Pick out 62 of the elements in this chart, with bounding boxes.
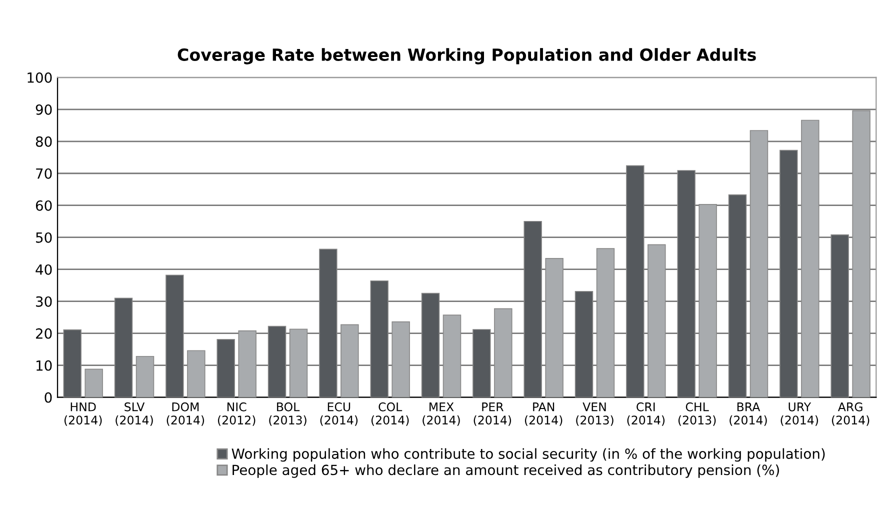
- x-tick-label: BOL (2013): [269, 402, 306, 426]
- bar: [319, 248, 338, 398]
- bar: [830, 234, 849, 398]
- x-tick-label: DOM (2014): [166, 402, 204, 426]
- bar: [187, 350, 206, 398]
- legend-label: People aged 65+ who declare an amount received as contributory pension (%): [232, 464, 779, 478]
- x-tick-label: PER (2014): [474, 402, 512, 426]
- bar: [852, 110, 870, 398]
- bar: [289, 328, 308, 398]
- x-tick-label: PAN (2014): [524, 402, 562, 426]
- chart-title: Coverage Rate between Working Population and Older Adults: [178, 48, 756, 64]
- bar: [114, 298, 133, 398]
- x-tick-label: MEX (2014): [422, 402, 460, 426]
- x-tick-label: ARG (2014): [832, 402, 870, 426]
- bar: [136, 356, 154, 398]
- x-tick-label: ECU (2014): [320, 402, 358, 426]
- bar: [421, 292, 440, 398]
- bar: [648, 244, 666, 398]
- y-tick-label: 50: [36, 232, 52, 243]
- legend-label: Working population who contribute to social security (in % of the working population): [232, 448, 825, 462]
- y-tick-label: 100: [28, 72, 52, 83]
- x-tick-label: COL (2014): [371, 402, 409, 426]
- x-tick-label: URY (2014): [780, 402, 818, 426]
- bar: [626, 165, 644, 398]
- bar: [574, 291, 594, 398]
- y-tick-label: 30: [36, 296, 52, 307]
- bar: [801, 120, 820, 398]
- bar: [677, 170, 696, 398]
- x-tick-label: CRI (2014): [627, 402, 665, 426]
- bar: [698, 204, 717, 398]
- y-tick-label: 10: [36, 360, 52, 371]
- y-tick-label: 60: [36, 200, 52, 211]
- bar: [472, 329, 491, 398]
- y-tick-label: 20: [36, 328, 52, 339]
- x-tick-label: SLV (2014): [116, 402, 153, 426]
- bar: [268, 326, 286, 398]
- bar: [370, 280, 388, 398]
- bar: [216, 338, 235, 398]
- x-tick-label: VEN (2013): [576, 402, 614, 426]
- y-tick-label: 40: [36, 264, 52, 275]
- y-tick-label: 70: [36, 168, 52, 179]
- bar: [780, 150, 798, 398]
- bar: [596, 248, 615, 398]
- bar: [63, 329, 82, 398]
- bar: [340, 324, 359, 398]
- bar: [84, 368, 103, 398]
- bar: [392, 321, 410, 398]
- y-tick-label: 80: [36, 136, 52, 147]
- bar: [494, 308, 512, 398]
- x-tick-label: CHL (2013): [678, 402, 716, 426]
- x-tick-label: BRA (2014): [730, 402, 767, 426]
- bar: [728, 194, 747, 398]
- x-tick-label: NIC (2012): [218, 402, 256, 426]
- bar: [750, 130, 768, 398]
- y-tick-label: 90: [36, 104, 52, 115]
- y-tick-label: 0: [44, 392, 52, 403]
- bar: [238, 330, 256, 398]
- x-tick-label: HND (2014): [64, 402, 102, 426]
- bar: [524, 220, 542, 398]
- bar: [442, 314, 462, 398]
- bar: [545, 258, 564, 398]
- bar: [166, 274, 184, 398]
